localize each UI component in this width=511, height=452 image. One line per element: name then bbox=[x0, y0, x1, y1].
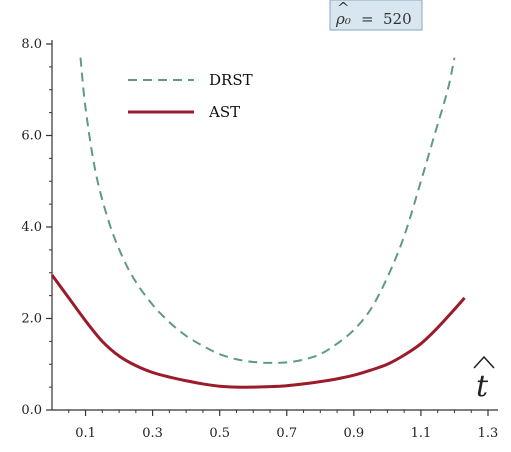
x-tick-label: 1.3 bbox=[478, 426, 499, 441]
parameter-box bbox=[329, 0, 423, 31]
x-axis-label: t bbox=[473, 355, 495, 404]
series-line-ast bbox=[50, 274, 466, 389]
axes: 0.0 2.0 4.0 6.0 8.0 0.1 0.3 0.5 0.7 0.9 1.1 1.3 bbox=[21, 37, 498, 441]
y-tick-label: 0.0 bbox=[21, 403, 42, 418]
legend-label-ast: AST bbox=[208, 103, 240, 121]
series-line-drst bbox=[79, 57, 456, 364]
parameter-symbol: ρ₀ bbox=[335, 10, 351, 28]
x-tick-label: 0.9 bbox=[344, 426, 365, 441]
x-tick-label: 0.1 bbox=[75, 426, 96, 441]
x-tick-label: 0.3 bbox=[142, 426, 163, 441]
x-tick-label: 0.5 bbox=[209, 426, 230, 441]
y-tick-label: 8.0 bbox=[21, 37, 42, 52]
y-tick-label: 2.0 bbox=[21, 312, 42, 327]
legend: DRST AST bbox=[128, 71, 253, 121]
y-tick-label: 6.0 bbox=[21, 129, 42, 144]
x-tick-label: 0.7 bbox=[276, 426, 297, 441]
x-axis-label-hat bbox=[473, 355, 495, 369]
parameter-annotation: ^ ρ₀ = 520 bbox=[329, 0, 423, 31]
parameter-operator: = bbox=[361, 10, 374, 28]
series-layer bbox=[50, 57, 466, 389]
parameter-value: 520 bbox=[383, 10, 412, 28]
y-tick-label: 4.0 bbox=[21, 220, 42, 235]
parameter-hat: ^ bbox=[337, 0, 350, 17]
legend-label-drst: DRST bbox=[209, 71, 253, 89]
x-axis-label-text: t bbox=[476, 369, 489, 404]
x-tick-label: 1.1 bbox=[411, 426, 432, 441]
